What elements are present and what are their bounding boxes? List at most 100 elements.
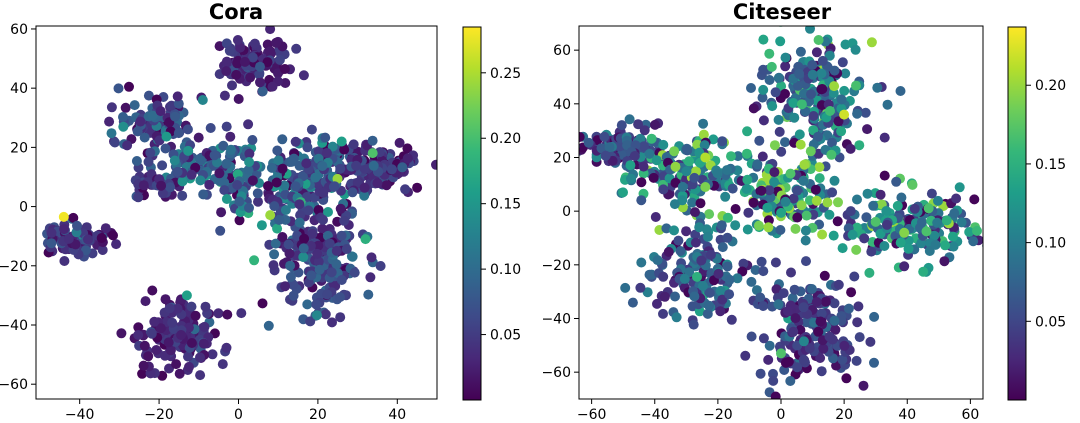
data-point bbox=[762, 202, 773, 213]
data-point bbox=[265, 26, 276, 35]
data-point bbox=[279, 180, 290, 191]
data-point bbox=[607, 155, 618, 166]
data-point bbox=[692, 271, 702, 282]
chart-title: Citeseer bbox=[733, 0, 832, 24]
x-tick-label: −40 bbox=[640, 407, 670, 423]
data-point bbox=[892, 200, 903, 211]
data-point bbox=[851, 355, 862, 366]
data-point bbox=[172, 166, 183, 177]
data-point bbox=[715, 306, 726, 317]
data-point bbox=[679, 273, 690, 284]
data-point bbox=[626, 173, 636, 184]
data-point bbox=[46, 238, 57, 249]
data-point bbox=[347, 251, 358, 262]
data-point bbox=[351, 160, 362, 171]
data-point bbox=[820, 296, 831, 307]
data-point bbox=[335, 163, 346, 174]
data-point bbox=[742, 126, 753, 137]
data-point bbox=[800, 235, 811, 246]
data-point bbox=[294, 199, 305, 210]
data-point bbox=[177, 190, 188, 201]
data-point bbox=[705, 249, 716, 260]
data-point bbox=[579, 143, 580, 150]
data-point bbox=[949, 208, 960, 219]
y-tick-label: −40 bbox=[0, 318, 28, 334]
data-point bbox=[247, 175, 258, 186]
data-point bbox=[368, 160, 379, 171]
data-point bbox=[288, 290, 299, 301]
data-point bbox=[798, 336, 809, 347]
data-point bbox=[222, 309, 233, 320]
data-point bbox=[323, 207, 333, 217]
data-point bbox=[752, 159, 763, 170]
data-point bbox=[331, 259, 342, 270]
data-point bbox=[822, 197, 833, 208]
data-point bbox=[758, 115, 769, 126]
data-point bbox=[816, 308, 827, 319]
data-point bbox=[712, 168, 723, 179]
colorbar-tick-label: 0.05 bbox=[1035, 314, 1066, 330]
data-point bbox=[113, 83, 124, 94]
data-point bbox=[814, 173, 825, 184]
data-point bbox=[402, 143, 413, 154]
data-point bbox=[661, 223, 672, 234]
data-point bbox=[829, 65, 840, 76]
data-point bbox=[252, 188, 263, 199]
highlight-point bbox=[763, 222, 774, 233]
data-point bbox=[681, 226, 692, 237]
data-point bbox=[746, 331, 757, 342]
data-point bbox=[186, 338, 197, 348]
data-point bbox=[658, 271, 669, 282]
data-point bbox=[775, 225, 786, 235]
data-point bbox=[722, 261, 733, 272]
data-point bbox=[604, 142, 615, 153]
data-point bbox=[272, 223, 283, 234]
data-point bbox=[833, 197, 843, 208]
data-point bbox=[147, 110, 158, 121]
data-point bbox=[243, 119, 254, 130]
data-point bbox=[167, 317, 178, 328]
data-point bbox=[247, 52, 258, 63]
data-point bbox=[207, 349, 218, 360]
data-point bbox=[753, 220, 764, 231]
data-point bbox=[644, 269, 655, 280]
data-point bbox=[311, 299, 322, 310]
data-point bbox=[17, 240, 27, 250]
data-point bbox=[732, 273, 743, 284]
data-point bbox=[807, 69, 818, 80]
data-point bbox=[852, 194, 862, 205]
data-point bbox=[827, 137, 837, 148]
data-point bbox=[813, 326, 824, 337]
data-point bbox=[741, 184, 752, 194]
data-point bbox=[793, 80, 803, 91]
data-point bbox=[758, 84, 769, 95]
data-point bbox=[926, 188, 937, 199]
data-point bbox=[372, 178, 383, 189]
data-point bbox=[687, 197, 698, 208]
data-point bbox=[701, 224, 712, 235]
data-point bbox=[96, 233, 107, 243]
data-point bbox=[808, 111, 819, 121]
data-point bbox=[639, 141, 649, 152]
data-point bbox=[730, 204, 741, 214]
data-point bbox=[314, 264, 325, 275]
data-point bbox=[234, 196, 245, 207]
data-point bbox=[813, 35, 824, 45]
data-point bbox=[858, 380, 869, 391]
data-point bbox=[286, 156, 297, 167]
data-point bbox=[133, 322, 144, 333]
data-point bbox=[176, 330, 187, 340]
data-point bbox=[954, 182, 965, 193]
data-point bbox=[245, 72, 256, 83]
data-point bbox=[635, 282, 646, 293]
data-point bbox=[63, 233, 74, 244]
data-point bbox=[400, 184, 411, 195]
data-point bbox=[151, 345, 162, 355]
data-point bbox=[625, 160, 636, 171]
data-point bbox=[875, 189, 886, 200]
data-point bbox=[219, 177, 230, 188]
data-point bbox=[138, 360, 149, 371]
data-point bbox=[200, 301, 211, 312]
data-point bbox=[895, 237, 906, 248]
data-point bbox=[652, 298, 662, 309]
